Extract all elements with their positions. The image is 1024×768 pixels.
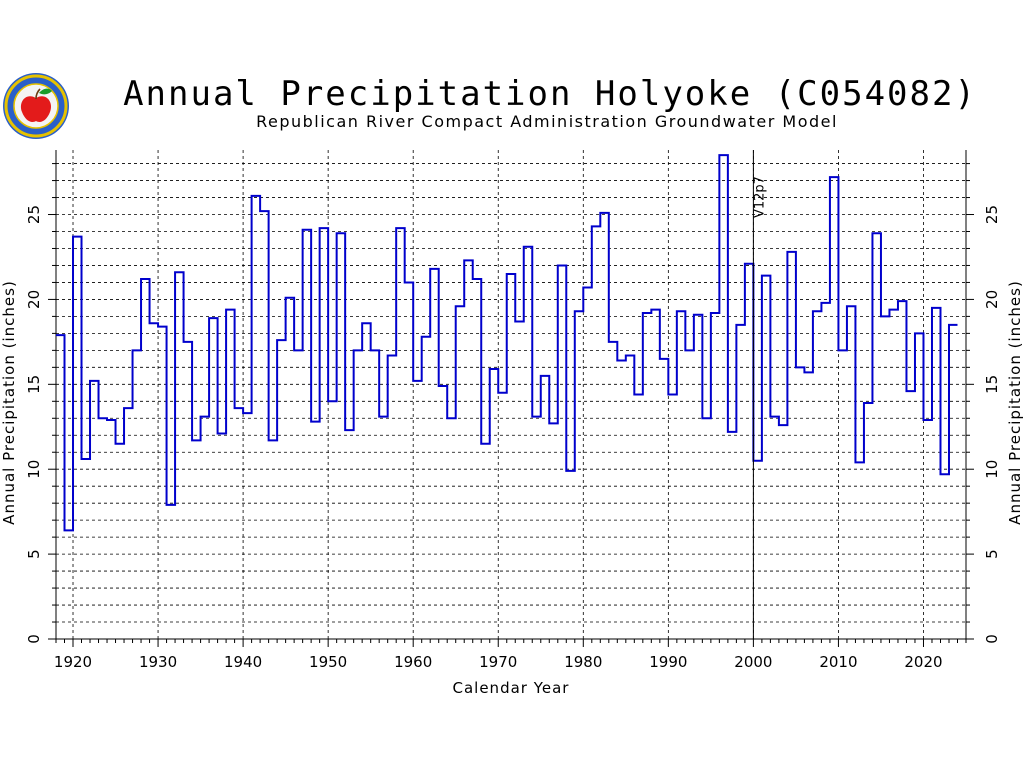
y-tick-label-right: 15 (983, 375, 1001, 394)
annotation-label: V12p7 (752, 176, 767, 218)
y-tick-label-right: 5 (983, 549, 1001, 559)
x-tick-label: 1980 (564, 653, 602, 671)
x-tick-label: 1930 (139, 653, 177, 671)
y-tick-label-left: 10 (25, 460, 43, 479)
chart-title: Annual Precipitation Holyoke (C054082) (123, 74, 977, 114)
x-axis-label: Calendar Year (453, 679, 570, 697)
x-tick-label: 1970 (479, 653, 517, 671)
x-tick-label: 2010 (819, 653, 857, 671)
y-tick-label-left: 0 (25, 634, 43, 644)
x-tick-label: 1940 (224, 653, 262, 671)
x-tick-label: 1950 (309, 653, 347, 671)
state-seal-apple-logo (3, 73, 69, 139)
x-tick-label: 1920 (54, 653, 92, 671)
y-tick-label-left: 5 (25, 549, 43, 559)
y-tick-label-right: 0 (983, 634, 1001, 644)
y-tick-label-left: 25 (25, 205, 43, 224)
y-axis-label-right: Annual Precipitation (inches) (1006, 280, 1024, 525)
gridlines (56, 150, 966, 639)
annotation: V12p7 (752, 150, 767, 639)
x-tick-label: 2020 (904, 653, 942, 671)
y-tick-label-left: 20 (25, 290, 43, 309)
x-tick-label: 2000 (734, 653, 772, 671)
x-tick-label: 1990 (649, 653, 687, 671)
y-tick-label-right: 25 (983, 205, 1001, 224)
y-tick-label-right: 20 (983, 290, 1001, 309)
precipitation-series-line (56, 154, 958, 532)
chart-subtitle: Republican River Compact Administration … (256, 112, 838, 131)
x-tick-label: 1960 (394, 653, 432, 671)
y-tick-label-left: 15 (25, 375, 43, 394)
y-axis-label-left: Annual Precipitation (inches) (0, 280, 18, 525)
y-tick-label-right: 10 (983, 460, 1001, 479)
